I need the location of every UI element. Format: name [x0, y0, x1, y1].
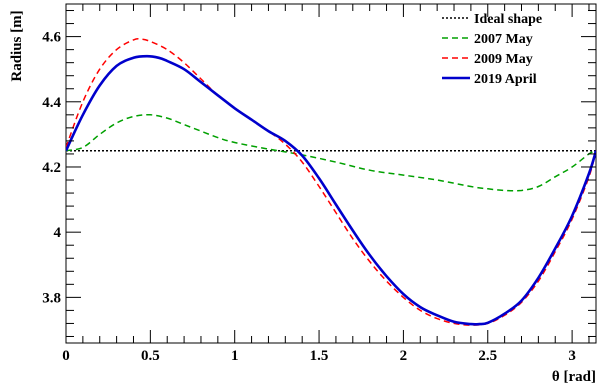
x-tick-label: 2.5 — [478, 348, 497, 364]
x-axis-title: θ [rad] — [552, 369, 596, 385]
y-tick-label: 3.8 — [42, 290, 61, 306]
x-tick-label: 2 — [400, 348, 408, 364]
legend-label: 2009 May — [474, 52, 533, 67]
plot-area — [66, 38, 596, 326]
series-line-3 — [66, 54, 596, 326]
series-line-1 — [66, 114, 596, 192]
y-tick-label: 4 — [54, 225, 62, 241]
x-tick-label: 3 — [568, 348, 576, 364]
y-tick-label: 4.6 — [42, 30, 61, 46]
y-axis-title: Radius [m] — [9, 10, 25, 81]
legend-label: 2007 May — [474, 32, 533, 47]
legend-label: Ideal shape — [474, 12, 542, 27]
x-tick-label: 1.5 — [310, 348, 329, 364]
series-line-2 — [66, 38, 596, 326]
legend-label: 2019 April — [474, 72, 537, 87]
y-tick-label: 4.4 — [42, 95, 61, 111]
legend: Ideal shape 2007 May 2009 May 2019 April — [442, 12, 542, 87]
x-tick-label: 0.5 — [141, 348, 160, 364]
plot-frame — [65, 3, 597, 344]
x-tick-label: 0 — [62, 348, 70, 364]
x-tick-label: 1 — [231, 348, 239, 364]
y-tick-label: 4.2 — [42, 160, 61, 176]
